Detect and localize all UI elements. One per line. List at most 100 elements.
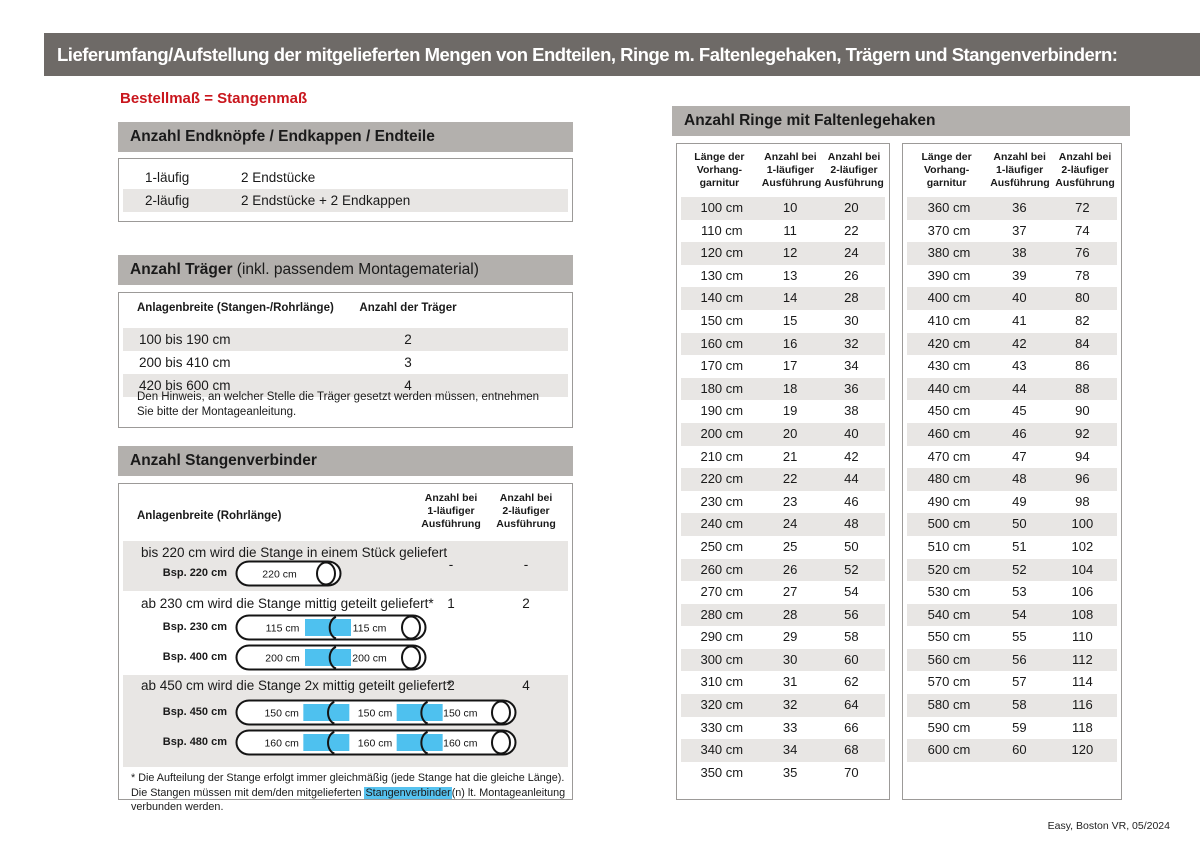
- table-row: 510 cm 51 102: [907, 536, 1117, 559]
- verbinder-footnote: * Die Aufteilung der Stange erfolgt imme…: [131, 771, 567, 815]
- cell-anlagenbreite: 420 bis 600 cm: [139, 378, 231, 393]
- table-row: 100 bis 190 cm 2: [123, 328, 568, 351]
- cell-1-laeufig: 59: [1012, 719, 1027, 735]
- verbinder-row-text: bis 220 cm wird die Stange in einem Stüc…: [141, 545, 448, 560]
- col-header-line: Länge der: [921, 151, 972, 163]
- cell-laenge: 600 cm: [927, 742, 971, 758]
- value-2-laeufig: -: [523, 557, 529, 572]
- svg-text:115 cm: 115 cm: [266, 623, 300, 635]
- table-row: 380 cm 38 76: [907, 242, 1117, 265]
- traeger-table-head: Anlagenbreite (Stangen-/Rohrlänge) Anzah…: [119, 293, 572, 328]
- traeger-col2-header: Anzahl der Träger: [359, 302, 457, 314]
- cell-laenge: 340 cm: [700, 742, 744, 758]
- table-row: 580 cm 58 116: [907, 694, 1117, 717]
- cell-2-laeufig: 24: [844, 245, 859, 261]
- cell-2-laeufig: 88: [1075, 380, 1090, 396]
- cell-1-laeufig: 55: [1012, 629, 1027, 645]
- cell-laenge: 430 cm: [927, 358, 971, 374]
- cell-2-laeufig: 58: [844, 629, 859, 645]
- table-row: 310 cm 31 62: [681, 671, 885, 694]
- ringe-table-1: Länge der Vorhang-garnitur Anzahl bei 1-läu…: [676, 143, 890, 800]
- cell-1-laeufig: 22: [782, 471, 798, 487]
- cell-1-laeufig: 43: [1012, 358, 1027, 374]
- cell-2-laeufig: 104: [1071, 561, 1094, 577]
- cell-2-laeufig: 56: [844, 606, 859, 622]
- cell-1-laeufig: 39: [1012, 267, 1027, 283]
- table-row: 320 cm 32 64: [681, 694, 885, 717]
- cell-laenge: 240 cm: [700, 516, 744, 532]
- col-header-line: Anzahl bei: [1058, 151, 1112, 163]
- cell-laenge: 480 cm: [927, 471, 971, 487]
- rod-diagram: 220 cm: [235, 560, 342, 587]
- rod-example-label: Bsp. 230 cm: [162, 621, 227, 633]
- cell-1-laeufig: 20: [782, 425, 798, 441]
- verbinder-row: ab 230 cm wird die Stange mittig geteilt…: [123, 593, 568, 673]
- cell-2-laeufig: 96: [1075, 471, 1090, 487]
- section-header-traeger-bold: Anzahl Träger: [130, 261, 233, 278]
- value-2-laeufig: 4: [522, 678, 530, 693]
- cell-laenge: 470 cm: [927, 448, 971, 464]
- cell-2-laeufig: 78: [1075, 267, 1090, 283]
- table-row: 550 cm 55 110: [907, 626, 1117, 649]
- rod-diagram: 160 cm 160 cm 160 cm: [235, 729, 517, 756]
- col-header-line: Vorhang-: [923, 164, 970, 176]
- svg-text:115 cm: 115 cm: [353, 623, 387, 635]
- cell-1-laeufig: 32: [782, 697, 798, 713]
- value-1-laeufig: -: [448, 557, 454, 572]
- cell-laenge: 440 cm: [927, 380, 971, 396]
- cell-2-laeufig: 98: [1075, 493, 1090, 509]
- cell-2-laeufig: 28: [844, 290, 859, 306]
- cell-2-laeufig: 32: [844, 335, 859, 351]
- cell-2-laeufig: 70: [844, 764, 859, 780]
- svg-text:220 cm: 220 cm: [262, 569, 297, 581]
- verbinder-row: ab 450 cm wird die Stange 2x mittig gete…: [123, 675, 568, 767]
- table-row: 340 cm 34 68: [681, 739, 885, 762]
- verbinder-col3-header: Anzahl bei 2-läufiger Ausführung: [488, 492, 564, 531]
- cell-1-laeufig: 14: [782, 290, 798, 306]
- col-header-line: garnitur: [699, 177, 740, 189]
- verbinder-row-text: ab 230 cm wird die Stange mittig geteilt…: [141, 596, 434, 611]
- svg-text:200 cm: 200 cm: [265, 653, 300, 665]
- cell-anzahl-traeger: 3: [404, 355, 412, 370]
- cell-2-laeufig: 52: [844, 561, 859, 577]
- table-row: 600 cm 60 120: [907, 739, 1117, 762]
- cell-laenge: 560 cm: [927, 651, 971, 667]
- cell-anzahl-traeger: 4: [404, 378, 412, 393]
- table-row: 530 cm 53 106: [907, 581, 1117, 604]
- table-row: 500 cm 50 100: [907, 513, 1117, 536]
- col-header-line: Ausführung: [421, 518, 481, 530]
- cell-laenge: 460 cm: [927, 425, 971, 441]
- col-header-line: 2-läufiger: [1061, 164, 1109, 176]
- cell-1-laeufig: 57: [1012, 674, 1027, 690]
- cell-1-laeufig: 24: [782, 516, 798, 532]
- cell-endstuecke: 2 Endstücke: [241, 170, 316, 185]
- cell-laenge: 310 cm: [700, 674, 744, 690]
- traeger-rows: 100 bis 190 cm 2 200 bis 410 cm 3 420 bis 60…: [119, 328, 572, 397]
- cell-1-laeufig: 47: [1012, 448, 1027, 464]
- page-title-bar: Lieferumfang/Aufstellung der mitgeliefer…: [44, 33, 1200, 76]
- cell-laenge: 160 cm: [700, 335, 744, 351]
- cell-laenge: 220 cm: [700, 471, 744, 487]
- cell-1-laeufig: 13: [782, 267, 798, 283]
- ringe-table-2: Länge der Vorhang-garnitur Anzahl bei 1-läu…: [902, 143, 1122, 800]
- table-row: 160 cm 16 32: [681, 332, 885, 356]
- verbinder-col1-header: Anlagenbreite (Rohrlänge): [137, 510, 282, 522]
- rod-example-label: Bsp. 480 cm: [162, 736, 227, 748]
- table-row: 490 cm 49 98: [907, 491, 1117, 514]
- cell-2-laeufig: 118: [1071, 719, 1093, 735]
- footnote-text-pre: * Die Aufteilung der Stange erfolgt imme…: [131, 772, 565, 799]
- cell-2-laeufig: 116: [1071, 697, 1093, 713]
- table-row: 540 cm 54 108: [907, 603, 1117, 627]
- cell-laenge: 140 cm: [700, 290, 744, 306]
- cell-2-laeufig: 64: [844, 697, 859, 713]
- cell-1-laeufig: 28: [782, 606, 798, 622]
- cell-laeufig: 1-läufig: [145, 170, 190, 185]
- cell-laenge: 150 cm: [700, 312, 744, 328]
- cell-1-laeufig: 35: [782, 764, 798, 780]
- table-row: 590 cm 59 118: [907, 717, 1117, 740]
- cell-2-laeufig: 76: [1075, 245, 1090, 261]
- cell-endstuecke: 2 Endstücke + 2 Endkappen: [241, 193, 411, 208]
- table-row: 270 cm 27 54: [681, 581, 885, 604]
- cell-1-laeufig: 19: [782, 403, 798, 419]
- table-row: 420 bis 600 cm 4: [123, 374, 568, 397]
